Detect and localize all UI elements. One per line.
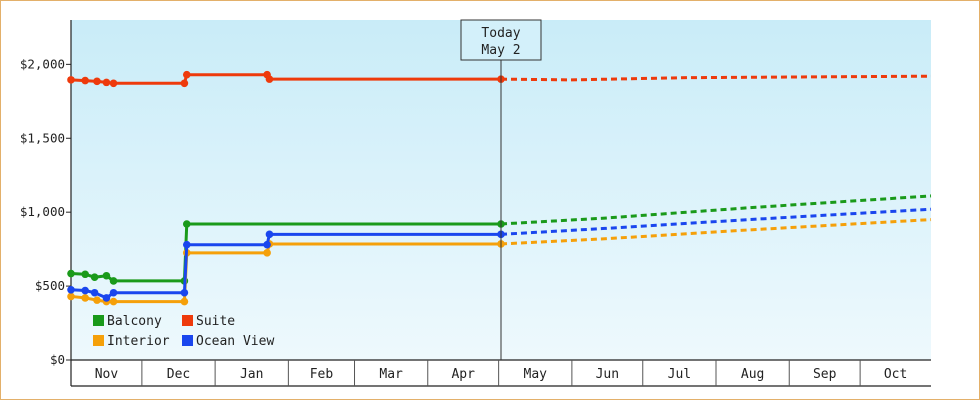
today-label: Today <box>481 26 520 41</box>
data-point <box>180 297 189 306</box>
month-label: Feb <box>310 367 334 382</box>
month-label: Jun <box>596 367 619 382</box>
month-label: Sep <box>813 367 837 382</box>
data-point <box>93 296 101 304</box>
y-tick-label: $500 <box>35 278 65 293</box>
legend-label-ocean-view: Ocean View <box>196 334 274 349</box>
data-point <box>263 249 271 257</box>
month-label: Oct <box>884 367 907 382</box>
month-label: Jul <box>668 367 691 382</box>
legend-label-interior: Interior <box>107 334 170 349</box>
legend-swatch-interior <box>93 335 104 346</box>
data-point <box>109 79 118 88</box>
data-point <box>81 270 89 279</box>
series-line-ocean-view <box>70 232 501 300</box>
month-label: Nov <box>95 367 119 382</box>
legend-label-balcony: Balcony <box>107 314 162 329</box>
data-point <box>67 76 75 84</box>
data-point <box>81 294 89 302</box>
legend-swatch-ocean-view <box>182 335 193 346</box>
today-box <box>460 19 542 61</box>
legend-swatch-balcony <box>93 315 104 326</box>
data-point <box>265 75 274 83</box>
y-tick-label: $2,000 <box>20 56 65 71</box>
data-point <box>81 76 89 85</box>
data-point <box>90 273 99 282</box>
month-label: Jan <box>240 367 263 382</box>
legend-label-suite: Suite <box>196 314 235 329</box>
legend-swatch-suite <box>182 315 193 326</box>
data-point <box>67 285 75 294</box>
month-label: Mar <box>379 367 403 382</box>
month-label: Apr <box>451 367 475 382</box>
month-label: Aug <box>741 367 764 382</box>
month-label: May <box>524 367 548 382</box>
data-point <box>67 269 75 278</box>
data-point <box>265 230 274 239</box>
data-point <box>180 288 189 297</box>
data-point <box>93 77 101 86</box>
series-line-interior <box>70 242 501 304</box>
y-tick-label: $1,500 <box>20 130 65 145</box>
data-point <box>109 277 118 285</box>
data-point <box>109 297 118 306</box>
forecast-line-balcony <box>500 194 932 226</box>
forecast-line-ocean-view <box>500 207 932 236</box>
data-point <box>109 288 118 297</box>
data-point <box>81 286 89 295</box>
data-point <box>182 70 191 79</box>
data-point <box>182 240 191 249</box>
data-point <box>102 271 111 280</box>
forecast-line-suite <box>500 74 932 82</box>
data-point <box>182 220 191 228</box>
data-point <box>90 288 99 297</box>
data-point <box>102 78 111 87</box>
forecast-line-interior <box>500 218 932 246</box>
data-point <box>102 294 111 302</box>
data-point <box>180 79 189 88</box>
data-point <box>263 240 271 249</box>
data-point <box>67 292 75 301</box>
month-label: Dec <box>167 367 190 382</box>
y-tick-label: $1,000 <box>20 204 65 219</box>
today-date: May 2 <box>481 43 520 58</box>
y-tick-label: $0 <box>50 352 65 367</box>
